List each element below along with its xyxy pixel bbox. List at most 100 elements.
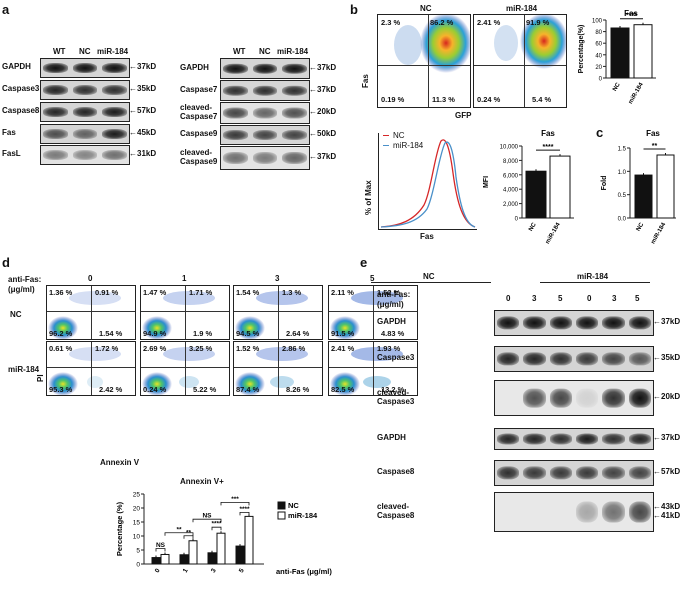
chart1-ytick-label-0: 0 xyxy=(515,217,519,223)
chart3-bar-0-2 xyxy=(207,552,217,565)
pe-kd-3: ←37kD xyxy=(653,433,681,442)
annexin-NC-2-ur: 1.3 % xyxy=(282,288,302,297)
pa-left-row-0 xyxy=(40,58,130,78)
flow-nc-ur: 86.2 % xyxy=(430,18,454,27)
pe-row-5 xyxy=(494,492,654,532)
legend-nc: NC xyxy=(393,131,405,140)
pe-row-label-4: Caspase8 xyxy=(377,467,415,476)
pa-left-band-3-2 xyxy=(102,129,127,139)
flow-density-mir184 xyxy=(494,15,566,69)
pa-left-row-label-3: Fas xyxy=(2,128,16,137)
annexin-miR184-1-lr: 5.22 % xyxy=(193,385,217,394)
bar-chart-fas-fold: Fas 0.0 0.5 1.0 1.5 Fold NC miR-184 ** xyxy=(601,129,676,245)
pa-right-band-4-2 xyxy=(282,151,307,165)
flow-ylabel: Fas xyxy=(361,74,370,88)
panel-label-e: e xyxy=(360,255,368,270)
pa-right-kd-4: ←37kD xyxy=(309,152,337,161)
chart3-ytick-label-0: 0 xyxy=(136,562,140,569)
pe-band-0-5 xyxy=(628,316,651,330)
chart3-sig-bracket-3 xyxy=(192,518,222,523)
d-bottom-annexin-plus: Annexin V+ xyxy=(180,477,224,486)
e-dose-0: 0 xyxy=(506,294,511,303)
pe-band-1-0 xyxy=(497,352,520,366)
chart1-bar-1 xyxy=(549,155,571,219)
flow-nc-ul: 2.3 % xyxy=(381,18,401,27)
pa-right-band-0-1 xyxy=(252,63,278,74)
annexin-NC-1-ul: 1.47 % xyxy=(143,288,167,297)
pa-right-band-3-0 xyxy=(223,130,248,140)
pe-band-4-3 xyxy=(576,466,599,480)
annexin-NC-3-ll: 91.5 % xyxy=(331,329,355,338)
chart0-ytick-label-4: 80 xyxy=(595,30,602,36)
pa-right-kd-1: ←37kD xyxy=(309,84,337,94)
annexin-miR184-0-lr: 2.42 % xyxy=(99,385,123,394)
e-antifas-label: anti-Fas: (μg/ml) xyxy=(377,290,411,309)
pa-right-band-4-0 xyxy=(223,151,248,165)
pe-band-0-1 xyxy=(523,316,546,330)
chart2-xtick-0: NC xyxy=(636,221,646,232)
pe-kd-0: ←37kD xyxy=(653,317,681,326)
pa-left-band-1-2 xyxy=(102,85,127,95)
pe-row-2 xyxy=(494,380,654,416)
d-dose-0: 0 xyxy=(88,274,93,283)
annexin-miR184-2-ll: 87.4 % xyxy=(236,385,260,394)
chart1-xtick-1: miR-184 xyxy=(545,221,562,245)
pa-left-kd-0: ←37kD xyxy=(129,62,157,71)
pe-band-3-3 xyxy=(576,433,599,445)
annexin-miR184-0-ul: 0.61 % xyxy=(49,344,73,353)
pe-band-2-1 xyxy=(523,388,546,408)
chart3-sig-2: ** xyxy=(176,526,182,533)
chart3-sig-5: *** xyxy=(231,496,239,503)
chart2-ylabel: Fold xyxy=(601,176,608,191)
pa-right-col-1: NC xyxy=(259,47,271,56)
pa-left-kd-3: ←45kD xyxy=(129,128,157,137)
pa-left-row-label-2: Caspase8 xyxy=(2,106,40,115)
pe-band-4-0 xyxy=(497,466,520,480)
annexin-miR184-3-ll: 82.5 % xyxy=(331,385,355,394)
fas-histogram xyxy=(378,133,477,230)
chart3-ylabel: Percentage (%) xyxy=(115,501,124,556)
annexin-plot-NC-3: 2.11 % 1.52 % 91.5 % 4.83 % xyxy=(328,285,418,340)
annexin-NC-3-ur: 1.52 % xyxy=(377,288,401,297)
flow-plot-mir184: 2.41 % 91.9 % 0.24 % 5.4 % xyxy=(473,14,567,108)
pe-kd-5: ←43kD ←41kD xyxy=(653,502,681,520)
chart1-ytick-label-5: 10,000 xyxy=(500,145,519,151)
pa-right-row-label-1: Caspase7 xyxy=(180,84,218,94)
pe-row-3 xyxy=(494,428,654,450)
e-dose-1: 3 xyxy=(532,294,537,303)
annexin-miR184-2-ul: 1.52 % xyxy=(236,344,260,353)
flow-group-mir184: miR-184 xyxy=(506,4,538,13)
annexin-NC-2-lr: 2.64 % xyxy=(286,329,310,338)
pe-band-0-2 xyxy=(549,316,572,330)
panel-label-c: c xyxy=(596,125,604,140)
pe-row-4 xyxy=(494,460,654,486)
chart3-sig-bracket-1 xyxy=(183,535,194,539)
pa-right-row-label-3: Caspase9 xyxy=(180,129,218,138)
pa-right-band-2-1 xyxy=(252,107,278,119)
pa-left-col-0: WT xyxy=(53,47,66,56)
pa-right-band-0-0 xyxy=(223,63,248,74)
pa-right-band-3-1 xyxy=(252,130,278,140)
chart2-title: Fas xyxy=(646,129,660,138)
chart1-sig: **** xyxy=(543,144,554,151)
pe-band-3-5 xyxy=(628,433,651,445)
pa-left-band-1-0 xyxy=(43,85,68,95)
chart2-ytick-label-0: 0.0 xyxy=(618,217,627,223)
chart2-xtick-1: miR-184 xyxy=(650,221,667,245)
annexin-NC-0-lr: 1.54 % xyxy=(99,329,123,338)
pe-kd-1: ←35kD xyxy=(653,353,681,362)
chart3-xlabel: anti-Fas (μg/ml) xyxy=(276,567,332,576)
pa-left-row-label-0: GAPDH xyxy=(2,62,31,71)
chart3-bar-0-3 xyxy=(235,545,245,565)
annexin-plot-miR184-0: 0.61 % 1.72 % 95.3 % 2.42 % xyxy=(46,341,136,396)
annexin-plot-NC-2: 1.54 % 1.3 % 94.5 % 2.64 % xyxy=(233,285,323,340)
e-dose-3: 0 xyxy=(587,294,592,303)
pe-band-4-4 xyxy=(602,466,625,480)
pa-left-band-2-1 xyxy=(72,107,98,117)
pe-row-0 xyxy=(494,310,654,336)
chart3-xtick-0: 0 xyxy=(154,567,162,574)
pa-left-kd-1: ←35kD xyxy=(129,84,157,93)
chart1-bar-0 xyxy=(525,170,547,219)
chart3-bar-1-1 xyxy=(188,540,198,565)
pa-left-band-4-0 xyxy=(43,150,68,160)
